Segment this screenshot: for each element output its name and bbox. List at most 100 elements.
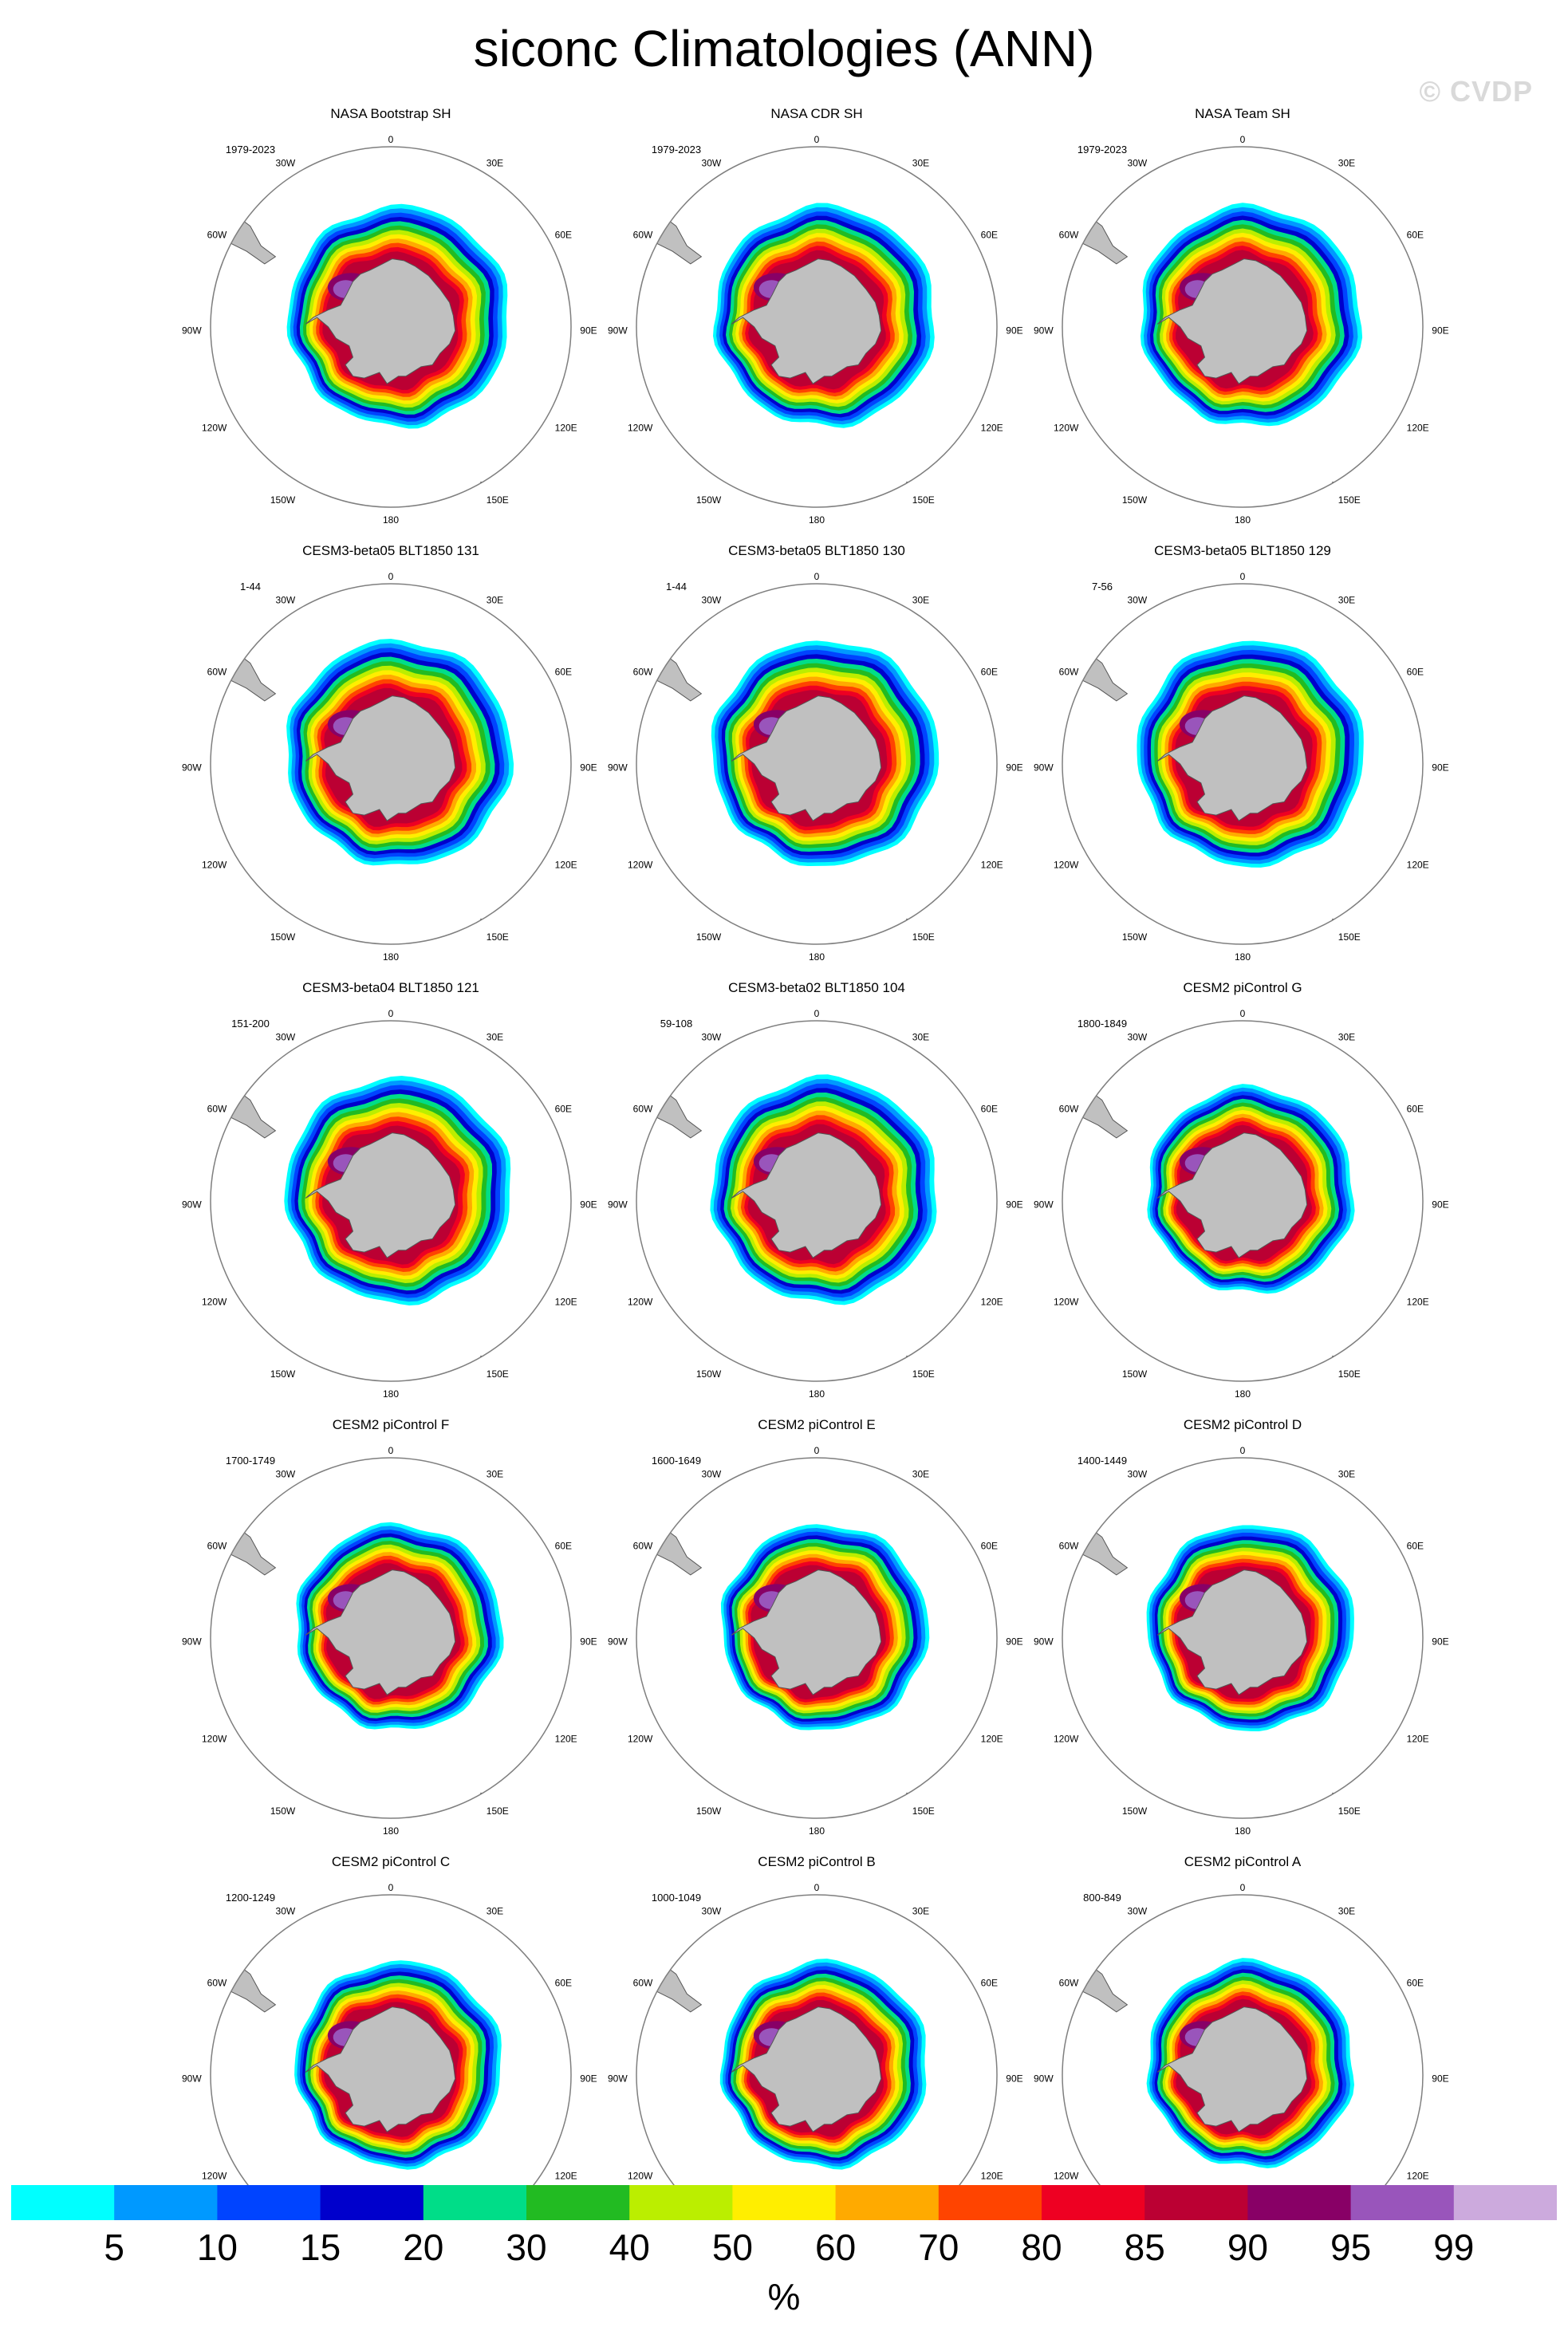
longitude-label: 90W xyxy=(608,325,628,337)
map-panel: NASA CDR SH 1979-2023 0 180 90W 90E 30W 30E 60W 6… xyxy=(608,106,1023,526)
colorbar-segment xyxy=(423,2185,527,2220)
longitude-label: 150W xyxy=(270,931,296,943)
longitude-label: 120E xyxy=(1407,1734,1429,1745)
colorbar-tick-label: 70 xyxy=(918,2227,959,2268)
longitude-label: 60E xyxy=(981,667,998,678)
colorbar-unit-label: % xyxy=(768,2276,801,2317)
longitude-label: 60E xyxy=(981,1104,998,1115)
longitude-label: 120E xyxy=(1407,860,1429,871)
longitude-label: 180 xyxy=(383,514,399,526)
longitude-label: 30W xyxy=(702,1031,722,1042)
colorbar-tick-label: 99 xyxy=(1433,2227,1474,2268)
longitude-label: 0 xyxy=(814,1882,820,1893)
panel-year-range: 1700-1749 xyxy=(226,1455,275,1467)
island-landmass xyxy=(494,469,505,480)
map-panel: NASA Team SH 1979-2023 0 180 90W 90E 30W 30E 60W… xyxy=(1034,106,1449,526)
longitude-label: 0 xyxy=(1240,1882,1246,1893)
colorbar-tick-label: 10 xyxy=(197,2227,238,2268)
longitude-label: 60E xyxy=(981,230,998,241)
longitude-label: 90E xyxy=(1432,2073,1448,2085)
longitude-label: 120E xyxy=(555,860,577,871)
longitude-label: 150E xyxy=(1338,494,1361,506)
longitude-label: 120E xyxy=(981,860,1003,871)
panel-title: NASA Bootstrap SH xyxy=(330,106,451,121)
panel-year-range: 1979-2023 xyxy=(226,144,275,156)
longitude-label: 120W xyxy=(628,2171,653,2182)
longitude-label: 90W xyxy=(182,762,202,774)
longitude-label: 60W xyxy=(1059,1978,1079,1989)
panel-title: CESM3-beta05 BLT1850 129 xyxy=(1154,543,1331,558)
antarctica-landmass xyxy=(1156,2006,1308,2132)
longitude-label: 30W xyxy=(276,1905,296,1916)
longitude-label: 30E xyxy=(1338,1468,1355,1479)
longitude-label: 0 xyxy=(388,134,394,145)
antarctica-landmass xyxy=(305,1132,456,1258)
longitude-label: 90E xyxy=(1432,1636,1448,1648)
panel-year-range: 1-44 xyxy=(240,581,261,593)
longitude-label: 30E xyxy=(912,1468,929,1479)
longitude-label: 150W xyxy=(270,1805,296,1817)
longitude-label: 60E xyxy=(555,230,572,241)
longitude-label: 90E xyxy=(1006,1636,1022,1648)
longitude-label: 90W xyxy=(1034,1636,1054,1648)
longitude-label: 30E xyxy=(912,157,929,168)
longitude-label: 90E xyxy=(1006,325,1022,337)
longitude-label: 150E xyxy=(912,1805,935,1817)
panel-title: CESM3-beta05 BLT1850 131 xyxy=(302,543,479,558)
colorbar-segment xyxy=(835,2185,940,2220)
longitude-label: 30W xyxy=(1128,1468,1148,1479)
longitude-label: 30E xyxy=(1338,1905,1355,1916)
longitude-label: 180 xyxy=(809,951,825,963)
map-boundary-circle xyxy=(210,583,572,945)
longitude-label: 60E xyxy=(555,1104,572,1115)
longitude-label: 60W xyxy=(633,1541,653,1552)
longitude-label: 90E xyxy=(580,762,597,774)
longitude-label: 0 xyxy=(1240,1445,1246,1456)
longitude-label: 30W xyxy=(1128,594,1148,605)
island-landmass xyxy=(494,1780,505,1791)
map-panel: NASA Bootstrap SH 1979-2023 0 180 90W 90E 30W 3… xyxy=(182,106,597,526)
colorbar-segment xyxy=(629,2185,733,2220)
map-panel: CESM2 piControl D 1400-1449 0 180 90W 90E 30W 3… xyxy=(1034,1417,1449,1837)
panel-title: CESM2 piControl D xyxy=(1184,1417,1302,1432)
longitude-label: 30E xyxy=(912,1031,929,1042)
island-landmass xyxy=(920,1343,931,1354)
page-title: siconc Climatologies (ANN) xyxy=(473,20,1095,77)
panel-title: CESM3-beta05 BLT1850 130 xyxy=(728,543,905,558)
longitude-label: 60E xyxy=(1407,1541,1424,1552)
island-landmass xyxy=(920,906,931,917)
longitude-label: 90W xyxy=(1034,762,1054,774)
longitude-label: 30W xyxy=(702,1468,722,1479)
longitude-label: 120W xyxy=(628,1297,653,1308)
antarctica-landmass xyxy=(731,2006,882,2132)
panel-title: CESM2 piControl F xyxy=(333,1417,449,1432)
longitude-label: 150W xyxy=(270,1368,296,1380)
longitude-label: 60E xyxy=(981,1541,998,1552)
panel-title: NASA CDR SH xyxy=(770,106,862,121)
longitude-label: 90W xyxy=(182,2073,202,2085)
longitude-label: 0 xyxy=(388,1445,394,1456)
longitude-label: 30E xyxy=(912,594,929,605)
longitude-label: 150W xyxy=(270,494,296,506)
longitude-label: 150W xyxy=(1122,1368,1148,1380)
island-landmass xyxy=(920,469,931,480)
longitude-label: 30W xyxy=(702,594,722,605)
map-boundary-circle xyxy=(210,1894,572,2185)
panel-title: CESM2 piControl B xyxy=(758,1854,875,1869)
longitude-label: 180 xyxy=(383,1825,399,1837)
longitude-label: 150E xyxy=(487,1805,509,1817)
panel-year-range: 151-200 xyxy=(231,1018,270,1030)
longitude-label: 120W xyxy=(628,1734,653,1745)
island-landmass xyxy=(920,1780,931,1791)
longitude-label: 60W xyxy=(207,1104,227,1115)
longitude-label: 30W xyxy=(276,1031,296,1042)
colorbar-tick-label: 80 xyxy=(1021,2227,1062,2268)
longitude-label: 60W xyxy=(207,230,227,241)
map-panel: CESM2 piControl A800-849018090W90E30W30E… xyxy=(1034,1854,1449,2185)
map-panel: CESM3-beta05 BLT1850 130 1-44 0 180 90W 90E 30… xyxy=(608,543,1023,963)
longitude-label: 120W xyxy=(1054,423,1079,434)
longitude-label: 90E xyxy=(1432,762,1448,774)
map-panels-grid: NASA Bootstrap SH 1979-2023 0 180 90W 90E 30W 3… xyxy=(182,106,1449,2185)
colorbar-tick-label: 60 xyxy=(815,2227,856,2268)
panel-year-range: 1979-2023 xyxy=(1078,144,1127,156)
